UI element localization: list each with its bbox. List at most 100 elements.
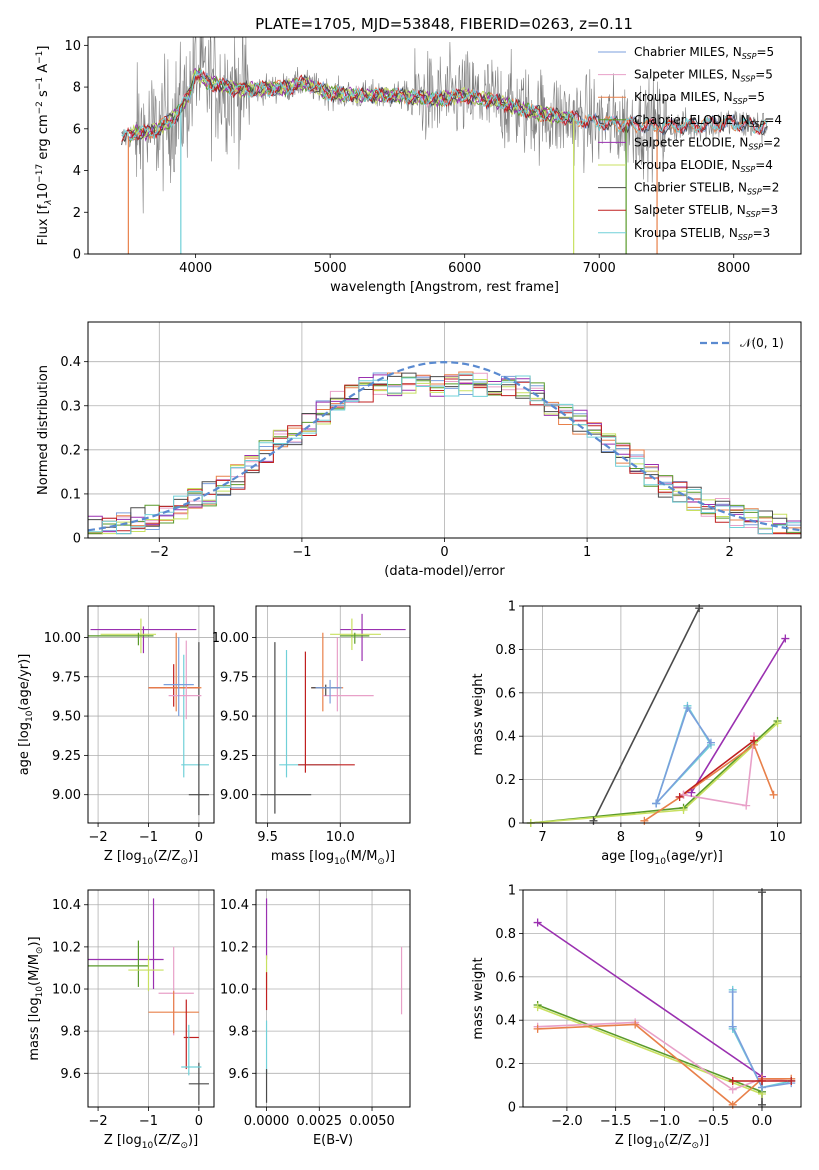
weight-line: [731, 992, 792, 1089]
y-tick-label: 4: [73, 164, 81, 179]
figure-title: PLATE=1705, MJD=53848, FIBERID=0263, z=0…: [255, 15, 633, 33]
x-tick-label: −2: [150, 545, 169, 560]
weight-marker: [757, 1100, 766, 1109]
y-tick-label: 10.4: [52, 898, 81, 913]
y-tick-label: 0.8: [495, 643, 516, 658]
y-axis-label: Flux [fλ10−17 erg cm−2 s−1 A−1]: [35, 46, 54, 246]
y-tick-label: 0.8: [495, 927, 516, 942]
x-tick-label: −1.0: [649, 1114, 681, 1129]
age-vs-mass-panel: 9.5 10.0 9.00 9.25 9.50 9.75 10.00 mass [log10(…: [212, 605, 411, 867]
weight-marker: [706, 738, 715, 747]
axes-frame: [87, 321, 802, 539]
weight-marker: [683, 703, 692, 712]
y-tick-label: 0.2: [60, 443, 81, 458]
weight-vs-metallicity-panel: −2.0 −1.5 −1.0 −0.5 0.0 0 0.2 0.4 0.6 0.8 1 Z [log1…: [471, 884, 802, 1151]
mass-vs-ebv-panel: 0.0000 0.0025 0.0050 9.6 9.8 10.0 10.2 10.4 E(B-…: [220, 889, 411, 1148]
axes-frame: [522, 889, 802, 1108]
legend-entry: Kroupa ELODIE, NSSP=4: [634, 158, 773, 174]
x-tick-label: −2: [88, 1114, 107, 1129]
x-tick-label: −0.5: [697, 1114, 729, 1129]
x-tick-label: 0: [195, 1114, 203, 1129]
x-axis-label: mass [log10(M/M⊙)]: [271, 849, 395, 867]
y-axis-label: mass weight: [471, 673, 486, 755]
model-spectrum: [121, 70, 768, 142]
y-tick-label: 9.8: [228, 1025, 249, 1040]
y-tick-label: 0.2: [495, 773, 516, 788]
y-tick-label: 9.00: [52, 788, 81, 803]
weight-marker: [652, 799, 661, 808]
y-axis-label: mass [log10(M/M⊙)]: [27, 936, 45, 1060]
weight-marker: [533, 918, 542, 927]
weight-marker: [687, 788, 696, 797]
x-axis-label: wavelength [Angstrom, rest frame]: [330, 280, 559, 295]
spectrum-panel: 4000 5000 6000 7000 8000 0 2 4 6 8 10 wavelength [A…: [35, 36, 802, 295]
x-axis-label: E(B-V): [313, 1133, 353, 1148]
weight-marker: [750, 736, 759, 745]
y-tick-label: 9.25: [220, 749, 249, 764]
y-tick-label: 0.6: [495, 686, 516, 701]
axes-frame: [255, 889, 411, 1108]
x-axis-label: Z [log10(Z/Z⊙)]: [104, 849, 198, 867]
axes-frame: [255, 605, 411, 824]
weight-marker: [781, 634, 790, 643]
x-tick-label: 0: [440, 545, 448, 560]
x-tick-label: −1: [139, 1114, 158, 1129]
x-axis-label: Z [log10(Z/Z⊙)]: [104, 1133, 198, 1151]
axes-frame: [87, 605, 215, 824]
weight-marker: [769, 790, 778, 799]
residuals-panel: −2 −1 0 1 2 0 0.1 0.2 0.3 0.4 (data-model)/error No…: [36, 321, 802, 579]
y-tick-label: 2: [73, 206, 81, 221]
y-tick-label: 0.4: [60, 355, 81, 370]
y-tick-label: 10: [64, 39, 81, 54]
axes-frame: [87, 889, 215, 1108]
weight-marker: [533, 1024, 542, 1033]
y-tick-label: 0.3: [60, 399, 81, 414]
y-tick-label: 10.4: [220, 898, 249, 913]
weight-marker: [631, 1020, 640, 1029]
x-tick-label: −2: [88, 830, 107, 845]
y-tick-label: 0.4: [495, 730, 516, 745]
legend-entry: Chabrier STELIB, NSSP=2: [634, 181, 779, 197]
legend-entry: Salpeter STELIB, NSSP=3: [634, 203, 778, 219]
x-tick-label: 9: [695, 830, 703, 845]
y-tick-label: 10.00: [44, 631, 81, 646]
y-tick-label: 6: [73, 122, 81, 137]
y-tick-label: 0.2: [495, 1057, 516, 1072]
model-spectrum: [128, 68, 768, 143]
y-axis-label: mass weight: [471, 957, 486, 1039]
weight-line: [530, 722, 779, 823]
x-tick-label: 0.0000: [244, 1114, 290, 1129]
x-tick-label: 7: [538, 830, 546, 845]
plot-area: [256, 890, 410, 1107]
y-tick-label: 9.6: [228, 1067, 249, 1082]
legend-entry: Kroupa STELIB, NSSP=3: [634, 226, 770, 242]
x-tick-label: 8: [617, 830, 625, 845]
y-axis-label: Normed distribution: [36, 365, 51, 495]
weight-marker: [787, 1076, 796, 1085]
y-tick-label: 1: [508, 600, 516, 615]
model-spectrum: [127, 67, 573, 143]
x-tick-label: 9.5: [257, 830, 278, 845]
x-tick-label: 7000: [583, 261, 616, 276]
weight-line: [643, 743, 775, 822]
weight-marker: [679, 805, 688, 814]
y-tick-label: 9.00: [220, 788, 249, 803]
y-tick-label: 0.4: [495, 1014, 516, 1029]
plot-area: [88, 606, 214, 823]
y-axis-label: age [log10(age/yr)]: [17, 654, 35, 776]
x-axis-label: Z [log10(Z/Z⊙)]: [615, 1133, 709, 1151]
y-tick-label: 0: [73, 248, 81, 263]
axes-frame: [87, 36, 802, 255]
weight-line: [655, 706, 712, 805]
legend-entry: Chabrier ELODIE, NSSP=4: [634, 113, 782, 129]
weight-marker: [757, 1076, 766, 1085]
model-spectrum: [121, 74, 768, 146]
legend-entry: Salpeter ELODIE, NSSP=2: [634, 135, 781, 151]
y-tick-label: 0.6: [495, 970, 516, 985]
weight-marker: [728, 1022, 737, 1031]
y-tick-label: 0: [508, 817, 516, 832]
plot-area: [523, 606, 801, 823]
weight-vs-age-panel: 7 8 9 10 0 0.2 0.4 0.6 0.8 1 age [log10(age/yr)] ma…: [471, 600, 802, 867]
x-tick-label: 6000: [448, 261, 481, 276]
